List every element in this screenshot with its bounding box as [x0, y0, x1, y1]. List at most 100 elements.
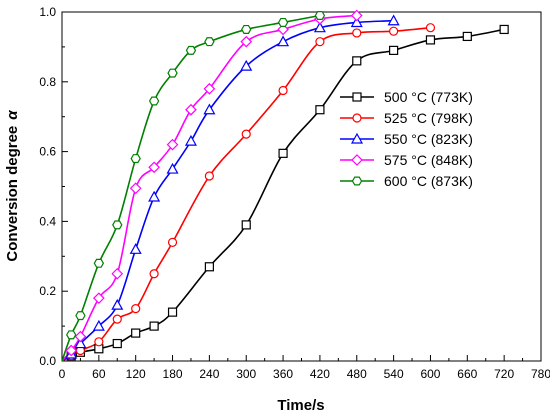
data-point	[111, 298, 124, 310]
data-point	[112, 314, 122, 324]
data-point	[111, 267, 124, 280]
data-point	[66, 330, 77, 340]
x-tick-label: 720	[494, 367, 514, 381]
data-point	[425, 23, 436, 33]
y-tick-label: 0.2	[39, 284, 56, 298]
y-axis-title-symbol: α	[4, 110, 21, 120]
legend-label: 550 °C (823K)	[384, 131, 473, 147]
data-point	[240, 35, 253, 48]
data-point	[277, 35, 290, 47]
data-point	[149, 269, 159, 279]
x-tick-label: 420	[310, 367, 330, 381]
data-point	[387, 14, 400, 26]
x-tick-label: 600	[420, 367, 440, 381]
data-point	[462, 31, 472, 42]
data-point	[204, 171, 214, 181]
data-point	[203, 103, 216, 115]
data-point	[389, 45, 399, 55]
data-point	[352, 28, 362, 38]
data-point	[184, 134, 197, 146]
data-point	[131, 304, 141, 314]
data-point	[129, 182, 142, 195]
y-axis-title-text: Conversion degree	[4, 126, 21, 262]
series-line-1	[61, 26, 431, 362]
x-tick-label: 540	[384, 367, 404, 381]
legend-label: 525 °C (798K)	[384, 110, 473, 126]
legend-label: 575 °C (848K)	[384, 152, 473, 168]
data-point	[241, 129, 251, 139]
data-point	[112, 338, 122, 349]
data-point	[315, 37, 325, 47]
data-point	[352, 56, 362, 66]
data-point	[166, 162, 179, 174]
x-tick-label: 180	[163, 367, 183, 381]
legend-marker	[352, 92, 362, 102]
y-tick-label: 0.0	[39, 354, 56, 368]
data-point	[65, 344, 78, 357]
x-tick-label: 480	[347, 367, 367, 381]
legend: 500 °C (773K) 525 °C (798K) 550 °C (823K) 5…	[340, 89, 473, 189]
data-point	[166, 138, 179, 151]
data-point	[185, 45, 197, 55]
y-axis-title: Conversion degree α	[4, 110, 21, 262]
data-point	[167, 237, 178, 247]
series-line-0	[61, 28, 505, 362]
data-point	[204, 37, 215, 47]
data-point	[148, 161, 160, 174]
data-point	[74, 330, 87, 343]
data-point	[148, 190, 161, 202]
data-point	[314, 10, 326, 20]
y-tick-label: 1.0	[39, 5, 56, 19]
legend-label: 500 °C (773K)	[384, 89, 473, 105]
data-point	[185, 103, 197, 116]
data-point	[167, 68, 178, 78]
data-point	[112, 220, 123, 230]
series-markers	[65, 9, 509, 361]
x-tick-label: 120	[126, 367, 146, 381]
y-tick-label: 0.6	[39, 145, 56, 159]
data-point	[278, 85, 288, 96]
x-axis-title: Time/s	[277, 397, 324, 414]
data-point	[277, 17, 289, 27]
legend-marker	[352, 113, 362, 123]
y-ticks: 0.0 0.2 0.4 0.6 0.8 1.0	[39, 5, 68, 368]
legend-marker	[351, 176, 363, 186]
y-tick-label: 0.4	[39, 214, 56, 228]
x-tick-label: 360	[273, 367, 293, 381]
data-point	[241, 220, 251, 230]
series-line-4	[61, 14, 321, 362]
data-point	[129, 243, 142, 254]
data-point	[74, 337, 87, 349]
y-tick-label: 0.8	[39, 75, 56, 89]
series-line-3	[61, 14, 357, 362]
legend-marker	[351, 154, 363, 166]
data-point	[148, 96, 160, 106]
data-point	[75, 311, 86, 321]
data-point	[167, 307, 178, 317]
data-point	[131, 328, 141, 338]
data-point	[203, 82, 216, 95]
x-tick-label: 60	[92, 367, 106, 381]
data-point	[93, 258, 105, 268]
x-tick-label: 780	[531, 367, 550, 381]
data-point	[204, 262, 214, 272]
data-point	[425, 35, 436, 45]
legend-marker	[350, 132, 364, 144]
x-ticks: 0 60 120 180 240 300 360 420 480 540 600 660 720 780	[59, 355, 550, 381]
data-point	[130, 154, 141, 164]
data-point	[149, 321, 159, 331]
data-point	[350, 16, 363, 28]
data-point	[315, 105, 325, 115]
x-tick-label: 300	[236, 367, 256, 381]
data-point	[389, 26, 399, 36]
legend-label: 600 °C (873K)	[384, 173, 473, 189]
x-tick-label: 0	[59, 367, 66, 381]
data-point	[94, 337, 104, 347]
data-point	[499, 24, 509, 35]
data-point	[92, 292, 105, 305]
x-tick-label: 660	[457, 367, 477, 381]
data-point	[92, 319, 105, 331]
data-point	[240, 59, 253, 71]
series-line-2	[61, 19, 394, 362]
